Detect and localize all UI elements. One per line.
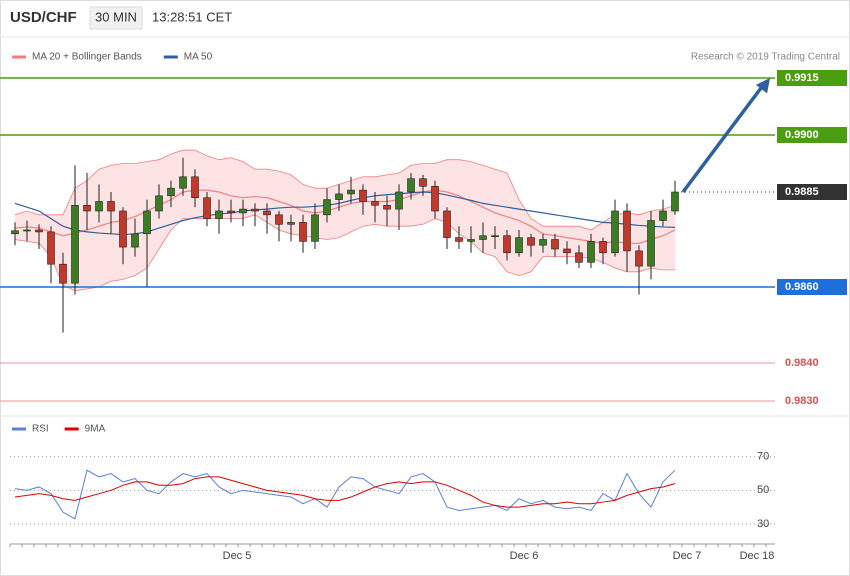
candle-body: [455, 237, 463, 242]
candle-body: [395, 191, 403, 210]
candle-body: [563, 248, 571, 254]
projection-arrow: [681, 82, 766, 194]
candle-body: [275, 214, 283, 225]
candle-body: [143, 210, 151, 235]
level-box: [777, 279, 847, 295]
candle-body: [131, 233, 139, 248]
candle-body: [371, 201, 379, 206]
candle-body: [23, 229, 31, 232]
candle-body: [11, 230, 19, 235]
candle-body: [47, 231, 55, 265]
candle-body: [335, 193, 343, 200]
candle-body: [647, 220, 655, 267]
candle-body: [167, 187, 175, 197]
symbol: USD/CHF: [10, 9, 77, 26]
interval-box: [89, 6, 143, 30]
candle-body: [575, 252, 583, 263]
indicator-line: [14, 469, 676, 520]
candle-body: [659, 210, 667, 221]
candle-body: [635, 250, 643, 267]
level-box: [777, 184, 847, 200]
candle-body: [527, 237, 535, 246]
bollinger-fill: [374, 174, 388, 227]
candle-body: [203, 197, 211, 219]
x-tick-label: Dec 18: [740, 550, 775, 562]
candle-body: [59, 263, 67, 284]
candle-body: [71, 205, 79, 284]
candle-body: [383, 205, 391, 210]
candle-body: [623, 210, 631, 252]
candle-body: [539, 239, 547, 246]
bollinger-fill: [338, 180, 352, 239]
bollinger-lower: [14, 214, 675, 292]
y-tick-label: 30: [757, 518, 769, 530]
candle-body: [587, 241, 595, 263]
indicator-line: [14, 476, 676, 508]
candle-body: [215, 210, 223, 219]
level-label: 0.9885: [785, 186, 819, 198]
candle-body: [431, 186, 439, 212]
level-label: 0.9840: [785, 357, 819, 369]
level-label: 0.9860: [785, 281, 819, 293]
candle-body: [191, 176, 199, 199]
x-tick-label: Dec 5: [223, 550, 252, 562]
candle-body: [311, 214, 319, 242]
candle-body: [251, 208, 259, 212]
level-label: 0.9830: [785, 395, 819, 407]
candle-body: [227, 210, 235, 214]
x-tick-label: Dec 7: [673, 550, 702, 562]
candle-body: [551, 239, 559, 250]
candle-body: [119, 210, 127, 248]
y-tick-label: 50: [757, 484, 769, 496]
arrow-head: [755, 78, 770, 94]
candle-body: [263, 210, 271, 216]
x-tick-label: Dec 6: [510, 550, 539, 562]
legend-label: RSI: [32, 424, 49, 435]
bollinger-fill: [14, 210, 28, 242]
candle-body: [179, 176, 187, 189]
candle-body: [467, 239, 475, 242]
candle-body: [107, 201, 115, 212]
candle-body: [671, 191, 679, 212]
candle-body: [155, 195, 163, 212]
candle-body: [491, 235, 499, 237]
candle-body: [323, 199, 331, 216]
interval: 30 MIN: [95, 9, 137, 24]
candle-body: [479, 235, 487, 240]
candle-body: [359, 189, 367, 202]
level-box: [777, 127, 847, 143]
candle-body: [515, 237, 523, 254]
candle-body: [299, 222, 307, 242]
candle-body: [443, 210, 451, 238]
bollinger-upper: [14, 149, 676, 231]
bollinger-fill: [494, 168, 508, 273]
copyright: Research © 2019 Trading Central: [691, 52, 840, 63]
legend-label: MA 20 + Bollinger Bands: [32, 52, 142, 63]
level-box: [777, 70, 847, 86]
legend-label: MA 50: [184, 52, 213, 63]
candle-body: [287, 222, 295, 225]
candle-body: [35, 229, 43, 233]
candle-body: [611, 210, 619, 254]
candle-body: [407, 178, 415, 193]
candle-body: [503, 235, 511, 254]
bollinger-fill: [350, 176, 364, 233]
candle-body: [347, 189, 355, 195]
bollinger-fill: [482, 164, 496, 258]
legend-label: 9MA: [85, 424, 106, 435]
candle-body: [239, 208, 247, 214]
candle-body: [599, 241, 607, 254]
bollinger-fill: [218, 157, 232, 219]
y-tick-label: 70: [757, 451, 769, 463]
candle-body: [419, 178, 427, 187]
level-label: 0.9900: [785, 129, 819, 141]
time: 13:28:51 CET: [152, 9, 232, 24]
candle-body: [95, 201, 103, 212]
level-label: 0.9915: [785, 72, 819, 84]
candle-body: [83, 205, 91, 212]
